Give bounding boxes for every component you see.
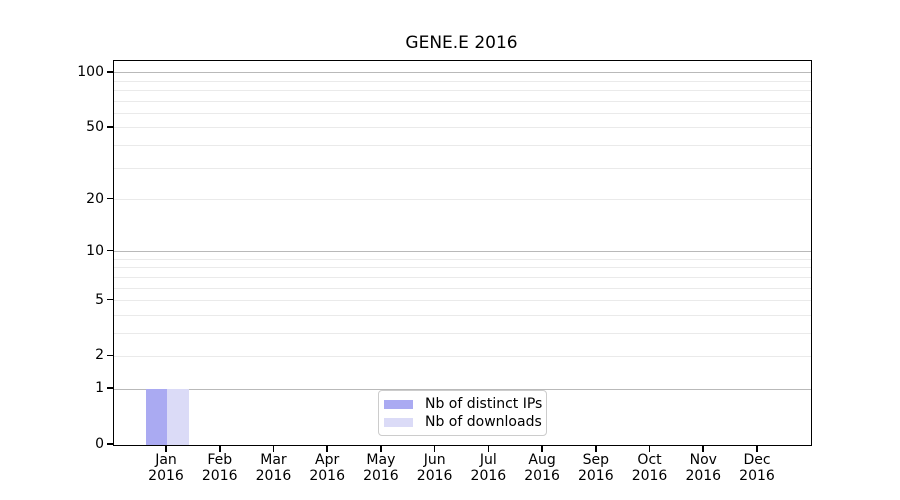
legend-label-distinct-ips: Nb of distinct IPs	[425, 396, 543, 412]
x-tick-month: Dec	[743, 452, 771, 468]
gridline-minor	[114, 314, 811, 316]
chart-title: GENE.E 2016	[405, 33, 518, 53]
x-tick-month: Mar	[260, 452, 287, 468]
x-tick	[756, 446, 758, 452]
y-tick-label: 1	[95, 380, 104, 397]
y-tick-label: 5	[95, 291, 104, 308]
x-tick-month: Sep	[582, 452, 609, 468]
x-tick-month: Apr	[315, 452, 340, 468]
x-tick-month: May	[366, 452, 396, 468]
x-tick-month: Jan	[155, 452, 177, 468]
gridline-minor	[114, 145, 811, 147]
x-tick	[326, 446, 328, 452]
legend-swatch-distinct-ips	[384, 399, 413, 409]
y-tick-label: 50	[86, 118, 104, 135]
x-tick-year: 2016	[148, 468, 184, 484]
x-tick-year: 2016	[524, 468, 560, 484]
x-tick	[648, 446, 651, 452]
y-tick-label: 10	[86, 242, 104, 259]
x-tick	[541, 446, 543, 452]
x-tick-year: 2016	[416, 468, 453, 484]
x-tick-year: 2016	[739, 468, 775, 484]
x-tick-month: Feb	[207, 452, 233, 468]
y-tick	[107, 387, 113, 389]
x-tick-year: 2016	[201, 468, 238, 484]
x-tick-month: Jun	[423, 452, 446, 468]
y-tick	[107, 126, 113, 128]
y-tick	[107, 71, 113, 73]
y-tick-label: 100	[77, 63, 104, 80]
gridline-decade	[114, 388, 811, 390]
x-tick	[433, 446, 436, 452]
x-tick-label: Apr 2016	[295, 452, 359, 484]
x-tick-label: Jun 2016	[403, 452, 467, 484]
bar-downloads	[167, 389, 189, 445]
plot-area	[113, 60, 812, 446]
x-tick-label: Mar 2016	[241, 452, 305, 484]
x-tick-year: 2016	[470, 468, 507, 484]
x-tick-month: Aug	[528, 452, 556, 468]
x-tick	[487, 446, 490, 452]
x-tick-label: Aug 2016	[510, 452, 574, 484]
x-tick-label: May 2016	[349, 452, 413, 484]
y-tick	[107, 443, 113, 445]
gridline-minor	[114, 80, 811, 82]
legend-row-distinct-ips: Nb of distinct IPs	[384, 395, 546, 413]
x-tick	[702, 446, 705, 452]
y-tick-label: 20	[86, 190, 104, 207]
x-tick-year: 2016	[631, 468, 668, 484]
gridline-minor	[114, 276, 811, 278]
gridline-minor	[114, 113, 811, 115]
x-tick-label: Sep 2016	[564, 452, 628, 484]
y-tick	[107, 197, 113, 200]
x-tick-label: Nov 2016	[671, 452, 735, 484]
x-tick-year: 2016	[577, 468, 614, 484]
x-tick-label: Jul 2016	[456, 452, 520, 484]
y-tick-label: 2	[95, 347, 104, 364]
x-tick	[595, 446, 597, 452]
legend: Nb of distinct IPs Nb of downloads	[378, 390, 547, 436]
legend-row-downloads: Nb of downloads	[384, 413, 546, 431]
gridline-minor	[114, 199, 811, 200]
gridline-minor	[114, 167, 811, 169]
gridline-decade	[114, 251, 811, 253]
x-tick-year: 2016	[685, 468, 722, 484]
y-tick	[107, 249, 113, 252]
y-tick	[107, 354, 113, 357]
gridline-minor	[114, 355, 811, 357]
plot-inner	[114, 61, 811, 445]
gridline-minor	[114, 332, 811, 334]
gridline-minor	[114, 90, 811, 92]
y-tick	[107, 298, 113, 301]
bar-distinct-ips	[145, 389, 167, 445]
x-tick-label: Oct 2016	[618, 452, 682, 484]
x-tick-month: Nov	[689, 452, 717, 468]
legend-swatch-downloads	[384, 417, 413, 427]
gridline-minor	[114, 127, 811, 129]
gridline-minor	[114, 300, 811, 302]
x-tick	[165, 446, 167, 452]
gridline-minor	[114, 267, 811, 269]
x-tick-label: Dec 2016	[725, 452, 789, 484]
gridline-decade	[114, 72, 811, 74]
gridline-minor	[114, 258, 811, 260]
x-tick-year: 2016	[309, 468, 345, 484]
x-tick	[218, 446, 221, 452]
gridline-minor	[114, 100, 811, 102]
x-tick-year: 2016	[363, 468, 399, 484]
x-tick-month: Jul	[479, 452, 497, 468]
x-tick-label: Feb 2016	[188, 452, 252, 484]
x-tick-year: 2016	[255, 468, 292, 484]
gridline-minor	[114, 287, 811, 289]
x-tick	[272, 446, 275, 452]
legend-label-downloads: Nb of downloads	[425, 414, 542, 430]
x-tick	[380, 446, 382, 452]
x-tick-label: Jan 2016	[134, 452, 198, 484]
y-tick-label: 0	[95, 436, 104, 452]
x-tick-month: Oct	[637, 452, 662, 468]
